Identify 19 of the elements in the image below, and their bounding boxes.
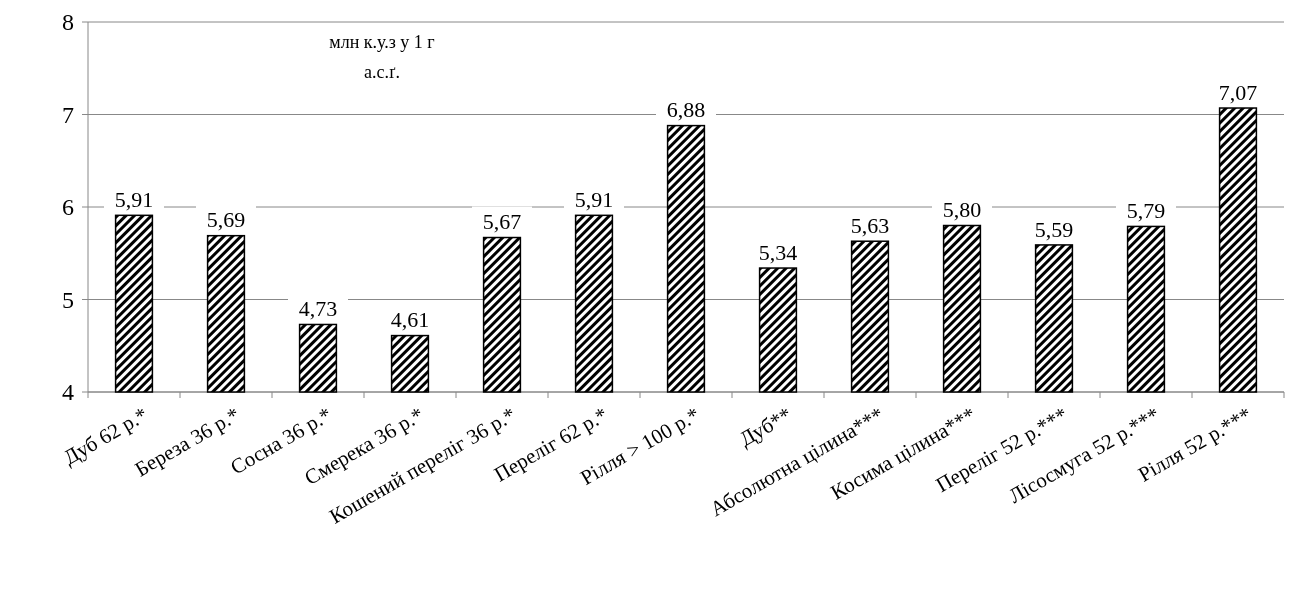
data-label: 5,80 (942, 197, 982, 223)
data-label: 4,73 (298, 296, 338, 322)
y-axis-title: млн к.у.з у 1 г а.с.ґ. (329, 32, 435, 82)
y-tick-label: 5 (62, 286, 74, 313)
y-tick-label: 4 (62, 379, 74, 406)
data-label: 7,07 (1218, 79, 1258, 105)
data-label: 5,91 (114, 187, 154, 213)
data-label: 6,88 (666, 97, 706, 123)
data-label: 5,91 (574, 187, 614, 213)
data-label: 5,63 (850, 212, 890, 238)
y-tick-label: 6 (62, 194, 74, 221)
data-label: 5,67 (482, 209, 522, 235)
data-label: 5,69 (206, 207, 246, 233)
data-label: 5,79 (1126, 198, 1166, 224)
data-label: 5,59 (1034, 216, 1074, 242)
y-tick-label: 7 (62, 101, 74, 128)
y-tick-label: 8 (62, 9, 74, 36)
data-label: 4,61 (390, 307, 430, 333)
data-label: 5,34 (758, 239, 798, 265)
